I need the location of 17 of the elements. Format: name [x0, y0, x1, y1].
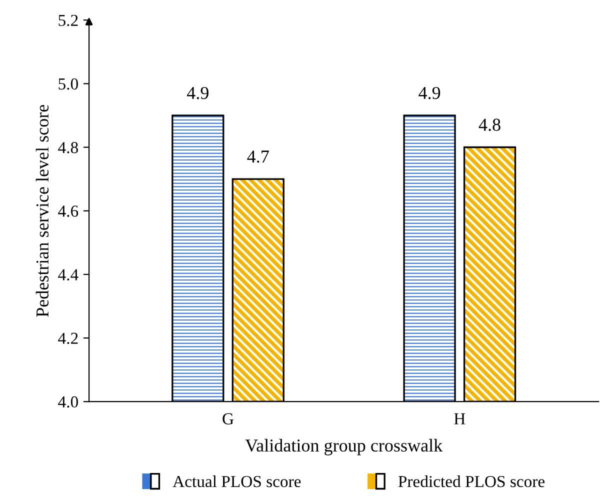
data-label: 4.8: [478, 118, 500, 131]
data-label: 4.7: [247, 150, 269, 163]
x-axis-title: Validation group crosswalk: [245, 438, 443, 456]
y-tick-label: 5.0: [58, 78, 78, 90]
y-tick-label: 4.6: [58, 206, 78, 217]
y-tick-label: 4.2: [58, 332, 78, 344]
x-tick-label: G: [222, 413, 234, 424]
y-tick-label: 4.0: [58, 396, 78, 408]
data-label: 4.9: [418, 86, 440, 100]
legend-label: Predicted PLOS score: [398, 475, 545, 488]
y-axis-title: Pedestrian service level score: [36, 104, 49, 317]
y-tick-label: 4.4: [58, 269, 78, 280]
x-tick-label: H: [454, 413, 466, 424]
legend-label: Actual PLOS score: [172, 475, 301, 488]
y-tick-label: 5.2: [58, 14, 78, 26]
y-tick-label: 4.8: [58, 142, 78, 154]
data-label: 4.9: [186, 86, 208, 100]
